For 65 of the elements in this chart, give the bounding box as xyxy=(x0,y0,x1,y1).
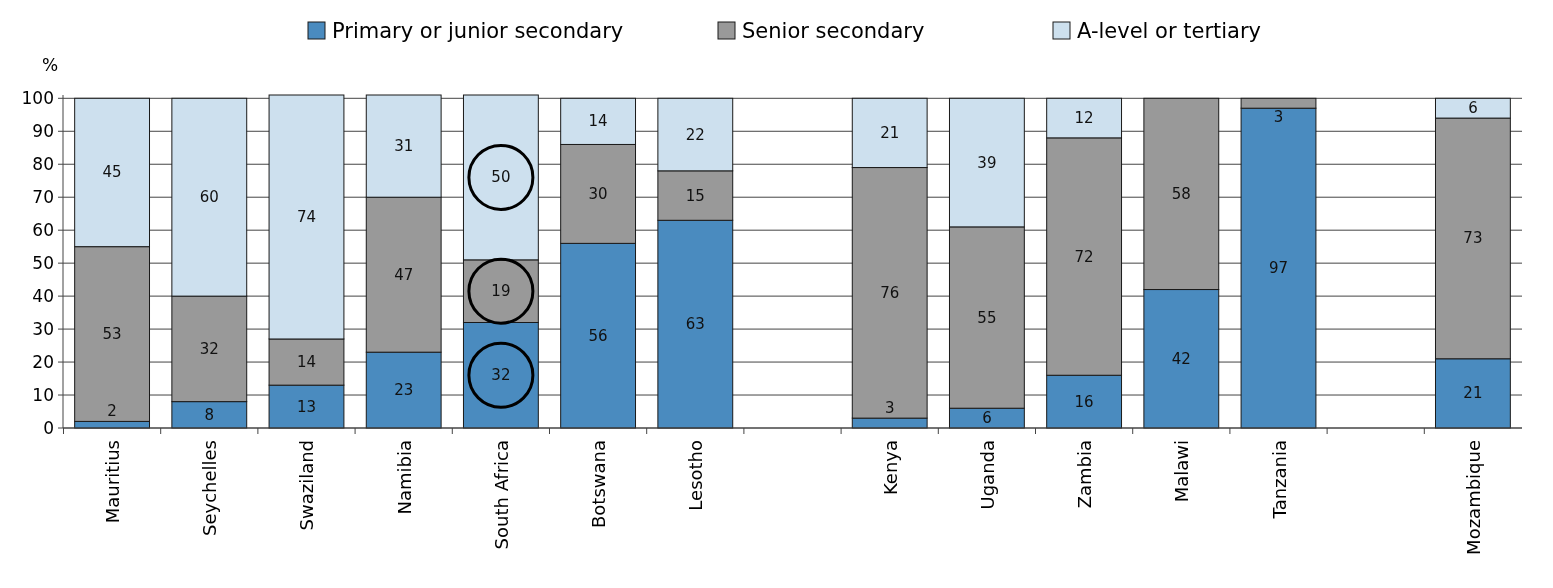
data-label: 31 xyxy=(394,137,414,156)
x-tick-label: Swaziland xyxy=(296,440,318,531)
data-label: 53 xyxy=(102,325,122,344)
x-tick-label: Malawi xyxy=(1171,440,1193,503)
x-tick-label: Uganda xyxy=(976,440,998,510)
x-tick-label: Tanzania xyxy=(1268,440,1290,520)
legend-label: A-level or tertiary xyxy=(1077,19,1262,43)
data-label: 14 xyxy=(588,112,608,131)
data-label: 2 xyxy=(107,402,117,421)
data-label: 60 xyxy=(199,188,219,207)
data-label: 76 xyxy=(880,283,900,302)
data-label: 16 xyxy=(1074,392,1094,411)
data-label: 50 xyxy=(491,168,511,187)
data-label: 12 xyxy=(1074,109,1094,128)
data-label: 56 xyxy=(588,326,608,345)
data-label: 19 xyxy=(491,282,511,301)
data-label: 73 xyxy=(1463,229,1483,248)
y-axis-title: % xyxy=(41,55,59,75)
data-label: 22 xyxy=(685,125,705,144)
x-tick-label: Kenya xyxy=(879,440,901,496)
data-label: 8 xyxy=(204,405,215,424)
data-label: 3 xyxy=(1273,108,1284,127)
y-tick-label: 50 xyxy=(32,253,54,274)
data-label: 23 xyxy=(394,381,414,400)
data-label: 74 xyxy=(296,207,317,226)
y-tick-label: 30 xyxy=(32,319,54,340)
data-label: 47 xyxy=(394,265,414,284)
data-label: 72 xyxy=(1074,247,1094,266)
y-tick-label: 40 xyxy=(32,286,54,307)
y-tick-label: 90 xyxy=(32,121,54,142)
x-tick-label: Lesotho xyxy=(685,440,707,511)
x-tick-label: Botswana xyxy=(588,440,610,528)
data-label: 42 xyxy=(1171,349,1191,368)
y-tick-label: 100 xyxy=(21,88,54,109)
data-label: 55 xyxy=(977,308,997,327)
data-label: 21 xyxy=(880,123,900,142)
y-tick-label: 70 xyxy=(32,187,54,208)
x-tick-label: Namibia xyxy=(393,440,415,515)
data-label: 14 xyxy=(296,353,317,372)
x-tick-label: Zambia xyxy=(1074,440,1096,509)
data-label: 6 xyxy=(1468,99,1478,118)
data-label: 15 xyxy=(685,186,705,205)
data-label: 97 xyxy=(1268,259,1289,278)
data-label: 30 xyxy=(588,184,608,203)
data-label: 21 xyxy=(1463,384,1483,403)
legend-label: Senior secondary xyxy=(742,19,925,43)
x-tick-label: Seychelles xyxy=(199,440,221,536)
data-label: 6 xyxy=(982,409,992,428)
y-tick-label: 10 xyxy=(32,385,54,406)
x-tick-label: Mauritius xyxy=(102,440,124,524)
y-tick-label: 0 xyxy=(43,418,54,438)
data-label: 13 xyxy=(296,397,317,416)
legend-label: Primary or junior secondary xyxy=(332,19,624,43)
x-tick-label: South Africa xyxy=(490,440,512,550)
x-tick-label: Mozambique xyxy=(1462,440,1484,555)
data-label: 32 xyxy=(199,339,219,358)
y-tick-label: 20 xyxy=(32,352,54,373)
data-label: 32 xyxy=(491,366,511,385)
y-tick-label: 80 xyxy=(32,154,54,175)
data-label: 58 xyxy=(1171,184,1191,203)
data-label: 39 xyxy=(977,153,997,172)
data-label: 63 xyxy=(685,315,705,334)
y-tick-label: 60 xyxy=(32,220,54,241)
data-label: 3 xyxy=(884,399,895,418)
data-label: 45 xyxy=(102,163,122,182)
